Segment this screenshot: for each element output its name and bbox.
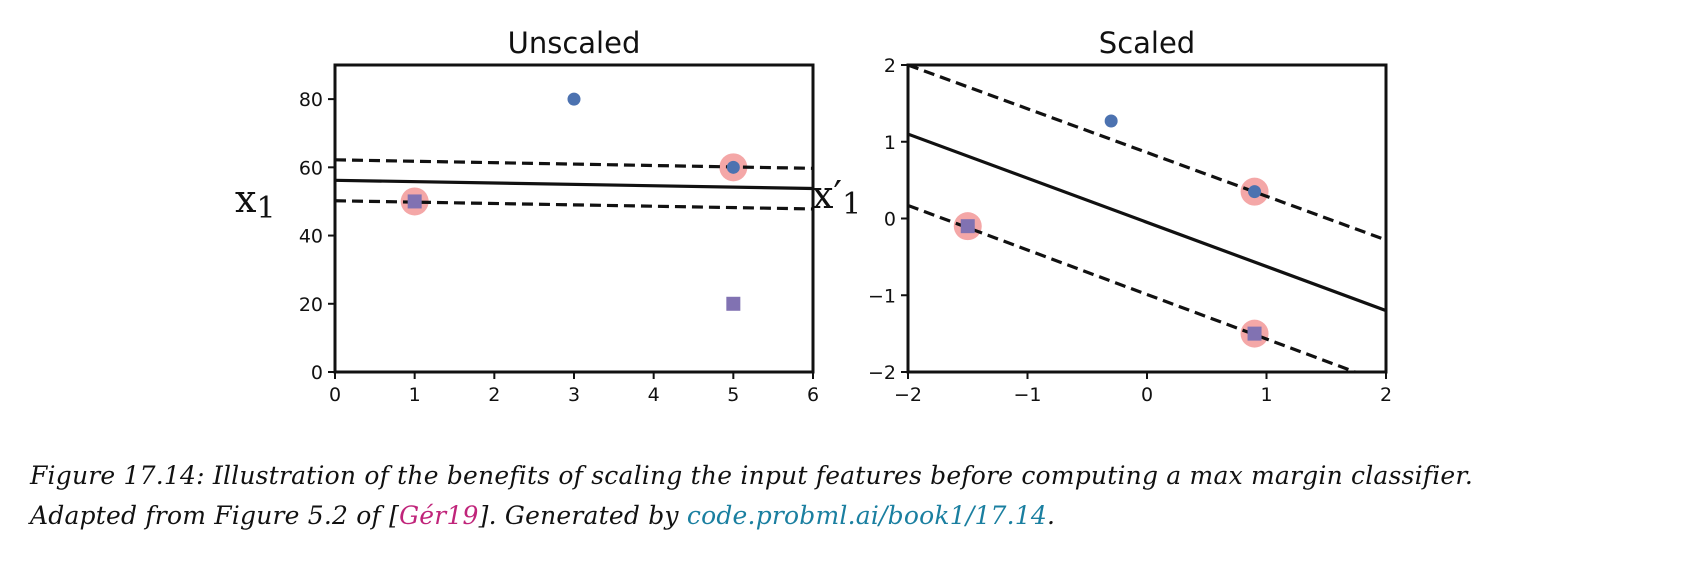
caption-line-2: Adapted from Figure 5.2 of [Gér19]. Gene… [30,496,1670,536]
y-tick-label: 2 [884,55,896,77]
margin-line [908,65,1386,242]
caption-text-start: Adapted from Figure 5.2 of [ [30,501,400,530]
x-tick-label: 0 [329,384,341,406]
plot-frame [333,63,815,374]
data-point-square [407,194,422,209]
x-tick-label: 1 [409,384,421,406]
decision-boundary [335,178,813,191]
caption-line-1: Figure 17.14: Illustration of the benefi… [30,456,1670,496]
data-point-circle [1104,114,1118,128]
y-tick-label: 40 [299,226,323,248]
scaled-chart: Scaled x′1 −2 −1 0 1 2 2 1 0 −1 −2 [812,26,1392,406]
x-tick-label: 0 [1141,384,1153,406]
caption-text-mid: ]. Generated by [478,501,687,530]
y-tick-label: 20 [299,294,323,316]
y-axis-label: x1 [235,177,276,226]
citation-link[interactable]: Gér19 [399,501,479,530]
y-tick-label: 80 [299,89,323,111]
x-tick-label: 4 [648,384,660,406]
data-point-circle [726,160,740,174]
chart-title: Unscaled [508,26,641,60]
y-axis-label: x′1 [812,173,861,222]
y-tick-label: 0 [884,209,896,231]
data-point-circle [1248,185,1262,199]
x-tick-label: 3 [568,384,580,406]
y-tick-label: 60 [299,157,323,179]
data-point-circle [567,92,581,106]
margin-line [335,199,813,211]
y-tick-label: −1 [868,285,896,307]
x-tick-label: 2 [488,384,500,406]
caption-text-end: . [1047,501,1056,530]
data-point-square [1247,326,1262,341]
x-tick-label: −1 [1013,384,1041,406]
margin-line [908,203,1360,372]
decision-boundary [908,132,1386,313]
y-tick-label: 0 [311,362,323,384]
plot-frame [906,63,1388,374]
chart-title: Scaled [1099,26,1195,60]
x-tick-label: 1 [1260,384,1272,406]
figure-caption: Figure 17.14: Illustration of the benefi… [30,456,1670,536]
x-tick-label: −2 [894,384,922,406]
x-tick-label: 5 [727,384,739,406]
decision-lines [908,65,1386,372]
y-tick-label: −2 [868,362,896,384]
data-point-square [726,296,741,311]
code-link[interactable]: code.probml.ai/book1/17.14 [686,501,1048,530]
x-tick-label: 2 [1380,384,1392,406]
y-tick-label: 1 [884,132,896,154]
data-point-square [960,219,975,234]
caption-text: Figure 17.14: Illustration of the benefi… [30,461,1473,490]
x-tick-label: 6 [807,384,819,406]
